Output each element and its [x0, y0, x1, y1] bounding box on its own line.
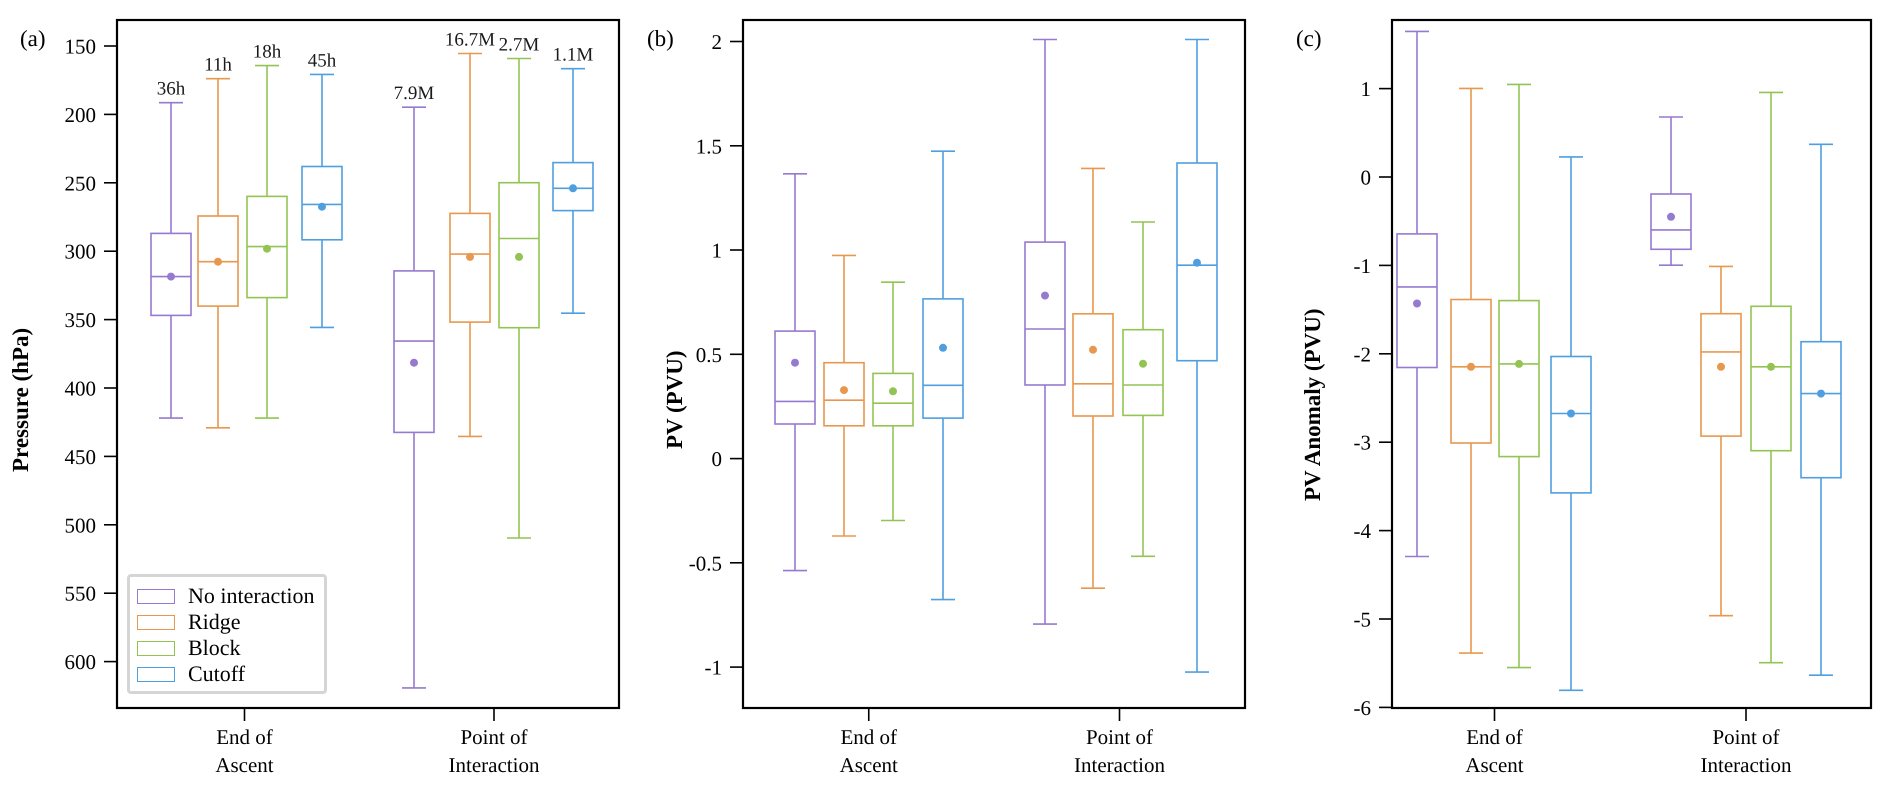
svg-text:600: 600 [65, 650, 97, 674]
svg-text:Interaction: Interaction [449, 753, 540, 777]
svg-text:350: 350 [65, 308, 97, 332]
svg-text:250: 250 [65, 171, 97, 195]
svg-text:45h: 45h [308, 50, 337, 71]
svg-text:End of: End of [840, 725, 897, 749]
svg-text:-1: -1 [705, 656, 723, 680]
svg-text:11h: 11h [204, 55, 232, 76]
svg-text:7.9M: 7.9M [394, 83, 435, 104]
svg-text:0.5: 0.5 [696, 343, 722, 367]
svg-text:1.1M: 1.1M [553, 45, 594, 66]
svg-text:2: 2 [712, 30, 723, 54]
svg-text:200: 200 [65, 103, 97, 127]
svg-text:Ascent: Ascent [1465, 753, 1523, 777]
svg-text:Point of: Point of [1712, 725, 1779, 749]
svg-text:End of: End of [216, 725, 273, 749]
svg-text:End of: End of [1466, 725, 1523, 749]
svg-text:Ascent: Ascent [840, 753, 898, 777]
svg-text:1: 1 [712, 239, 723, 263]
svg-text:150: 150 [65, 35, 97, 59]
svg-text:300: 300 [65, 240, 97, 264]
svg-text:-3: -3 [1354, 431, 1372, 455]
svg-text:Interaction: Interaction [1701, 753, 1792, 777]
svg-text:-6: -6 [1354, 696, 1372, 720]
svg-text:-4: -4 [1354, 519, 1372, 543]
svg-text:400: 400 [65, 377, 97, 401]
svg-text:450: 450 [65, 445, 97, 469]
svg-text:Point of: Point of [460, 725, 527, 749]
svg-text:0: 0 [1361, 166, 1372, 190]
svg-text:16.7M: 16.7M [445, 30, 495, 51]
svg-text:-0.5: -0.5 [689, 551, 722, 575]
svg-text:-1: -1 [1354, 254, 1372, 278]
svg-text:Interaction: Interaction [1074, 753, 1165, 777]
svg-text:18h: 18h [253, 42, 282, 63]
svg-text:0: 0 [712, 447, 723, 471]
svg-text:-2: -2 [1354, 342, 1372, 366]
svg-text:1.5: 1.5 [696, 134, 722, 158]
svg-text:Point of: Point of [1086, 725, 1153, 749]
svg-text:-5: -5 [1354, 608, 1372, 632]
svg-text:36h: 36h [157, 79, 186, 100]
svg-text:1: 1 [1361, 77, 1372, 101]
svg-text:500: 500 [65, 513, 97, 537]
svg-text:2.7M: 2.7M [499, 35, 540, 56]
svg-text:Ascent: Ascent [215, 753, 273, 777]
svg-text:550: 550 [65, 582, 97, 606]
